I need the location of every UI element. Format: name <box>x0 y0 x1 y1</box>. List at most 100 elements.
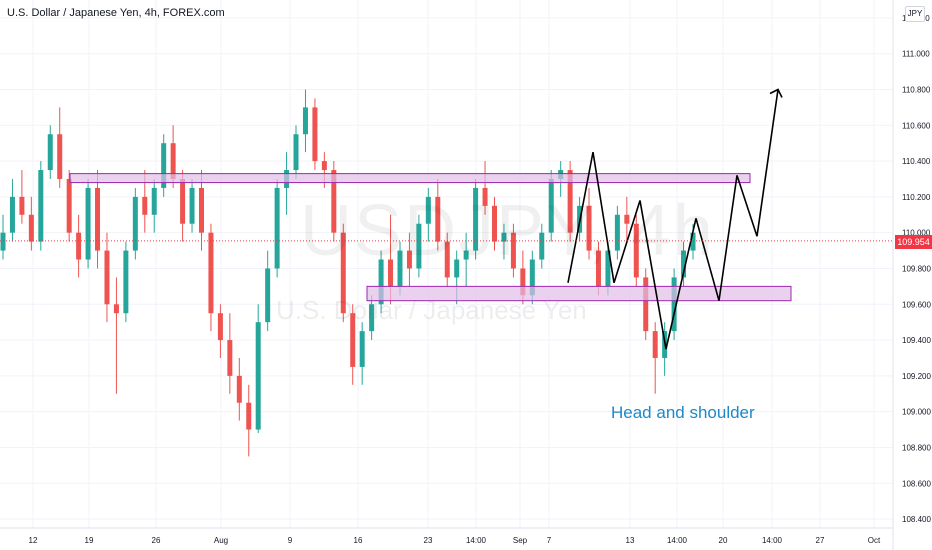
y-tick-label: 109.600 <box>902 300 931 309</box>
candle-body <box>246 402 252 430</box>
candle-body <box>312 107 318 162</box>
candle-body <box>265 268 271 323</box>
y-tick-label: 108.600 <box>902 479 931 488</box>
candle-body <box>198 187 204 233</box>
candle-body <box>340 232 346 314</box>
candle-body <box>142 196 148 215</box>
zones-layer <box>69 173 792 302</box>
x-tick-label: 19 <box>85 536 94 545</box>
y-tick-label: 110.000 <box>902 229 931 238</box>
price-axis-bg <box>893 0 932 550</box>
x-tick-label: 14:00 <box>466 536 487 545</box>
candle-body <box>624 214 630 224</box>
pattern-annotation: Head and shoulder <box>611 403 755 422</box>
x-tick-label: Aug <box>214 536 228 545</box>
candle-body <box>350 313 356 367</box>
candle-body <box>539 232 545 260</box>
candle-body <box>605 250 611 287</box>
candle-body <box>180 178 186 224</box>
candle-body <box>151 187 157 215</box>
y-tick-label: 110.200 <box>902 193 931 202</box>
candle-body <box>633 223 639 278</box>
x-tick-label: 20 <box>719 536 728 545</box>
candle-body <box>170 143 176 179</box>
candle-body <box>9 196 15 233</box>
candle-body <box>85 187 91 260</box>
candles-layer <box>0 89 696 457</box>
candle-body <box>652 331 658 358</box>
candle-body <box>161 143 167 188</box>
candle-body <box>274 187 280 269</box>
candle-body <box>614 214 620 251</box>
projection-path <box>567 89 779 350</box>
candle-body <box>293 134 299 171</box>
candle-body <box>302 107 308 135</box>
x-tick-label: 16 <box>354 536 363 545</box>
watermark-name: U.S. Dollar / Japanese Yen <box>276 295 587 325</box>
candle-body <box>359 331 365 367</box>
currency-badge[interactable]: JPY <box>905 6 925 22</box>
time-axis[interactable]: 12 19 26 Aug 9 16 23 14:00 Sep 7 13 14:00 20 14:00 27 O… <box>0 527 893 545</box>
y-tick-label: 109.000 <box>902 408 931 417</box>
y-tick-label: 110.600 <box>902 121 931 130</box>
candle-body <box>529 259 535 296</box>
candle-body <box>38 170 44 242</box>
y-tick-label: 109.800 <box>902 264 931 273</box>
x-tick-label: 9 <box>288 536 293 545</box>
candle-body <box>189 187 195 224</box>
candle-body <box>57 134 63 179</box>
x-tick-label: 27 <box>816 536 825 545</box>
x-tick-label: 12 <box>29 536 38 545</box>
candle-body <box>331 170 337 233</box>
projection-arrowhead <box>769 88 783 98</box>
candle-body <box>66 178 72 233</box>
candle-body <box>236 375 242 403</box>
candle-body <box>671 277 677 332</box>
y-tick-label: 111.000 <box>902 50 930 59</box>
candle-body <box>0 232 6 251</box>
candle-body <box>463 250 469 260</box>
candle-body <box>123 250 129 314</box>
candle-body <box>378 259 384 305</box>
candle-body <box>520 268 526 296</box>
candle-body <box>208 232 214 314</box>
x-tick-label: 13 <box>626 536 635 545</box>
y-tick-label: 109.400 <box>902 336 931 345</box>
candle-body <box>482 187 488 206</box>
candle-body <box>406 250 412 269</box>
candle-body <box>255 322 261 430</box>
candle-body <box>95 187 101 251</box>
candle-body <box>643 277 649 332</box>
candle-body <box>690 232 696 251</box>
candle-body <box>435 196 441 242</box>
candle-body <box>19 196 25 215</box>
candle-body <box>586 205 592 251</box>
resistance-zone <box>69 173 751 184</box>
candle-body <box>567 170 573 233</box>
watermark-symbol: USDJPY, 4h <box>300 191 715 271</box>
x-tick-label: 26 <box>152 536 161 545</box>
chart-title: U.S. Dollar / Japanese Yen, 4h, FOREX.co… <box>7 7 225 19</box>
candle-body <box>595 250 601 287</box>
candle-body <box>444 241 450 278</box>
price-grid <box>0 17 893 520</box>
x-tick-label: 23 <box>424 536 433 545</box>
x-tick-label: Sep <box>513 536 528 545</box>
candle-body <box>104 250 110 305</box>
candle-body <box>113 304 119 314</box>
x-tick-label: 7 <box>547 536 552 545</box>
candle-body <box>132 196 138 251</box>
candle-body <box>397 250 403 287</box>
candle-body <box>47 134 53 171</box>
candle-body <box>388 259 394 287</box>
price-axis[interactable]: 111.200111.000110.800110.600110.400110.2… <box>892 0 932 550</box>
current-price-label: 109.954 <box>895 235 932 249</box>
candle-body <box>416 223 422 269</box>
y-tick-label: 108.800 <box>902 443 931 452</box>
candle-body <box>510 232 516 269</box>
x-tick-label: 14:00 <box>667 536 688 545</box>
candle-body <box>425 196 431 224</box>
x-tick-label: 14:00 <box>762 536 783 545</box>
projection-layer <box>567 88 783 350</box>
